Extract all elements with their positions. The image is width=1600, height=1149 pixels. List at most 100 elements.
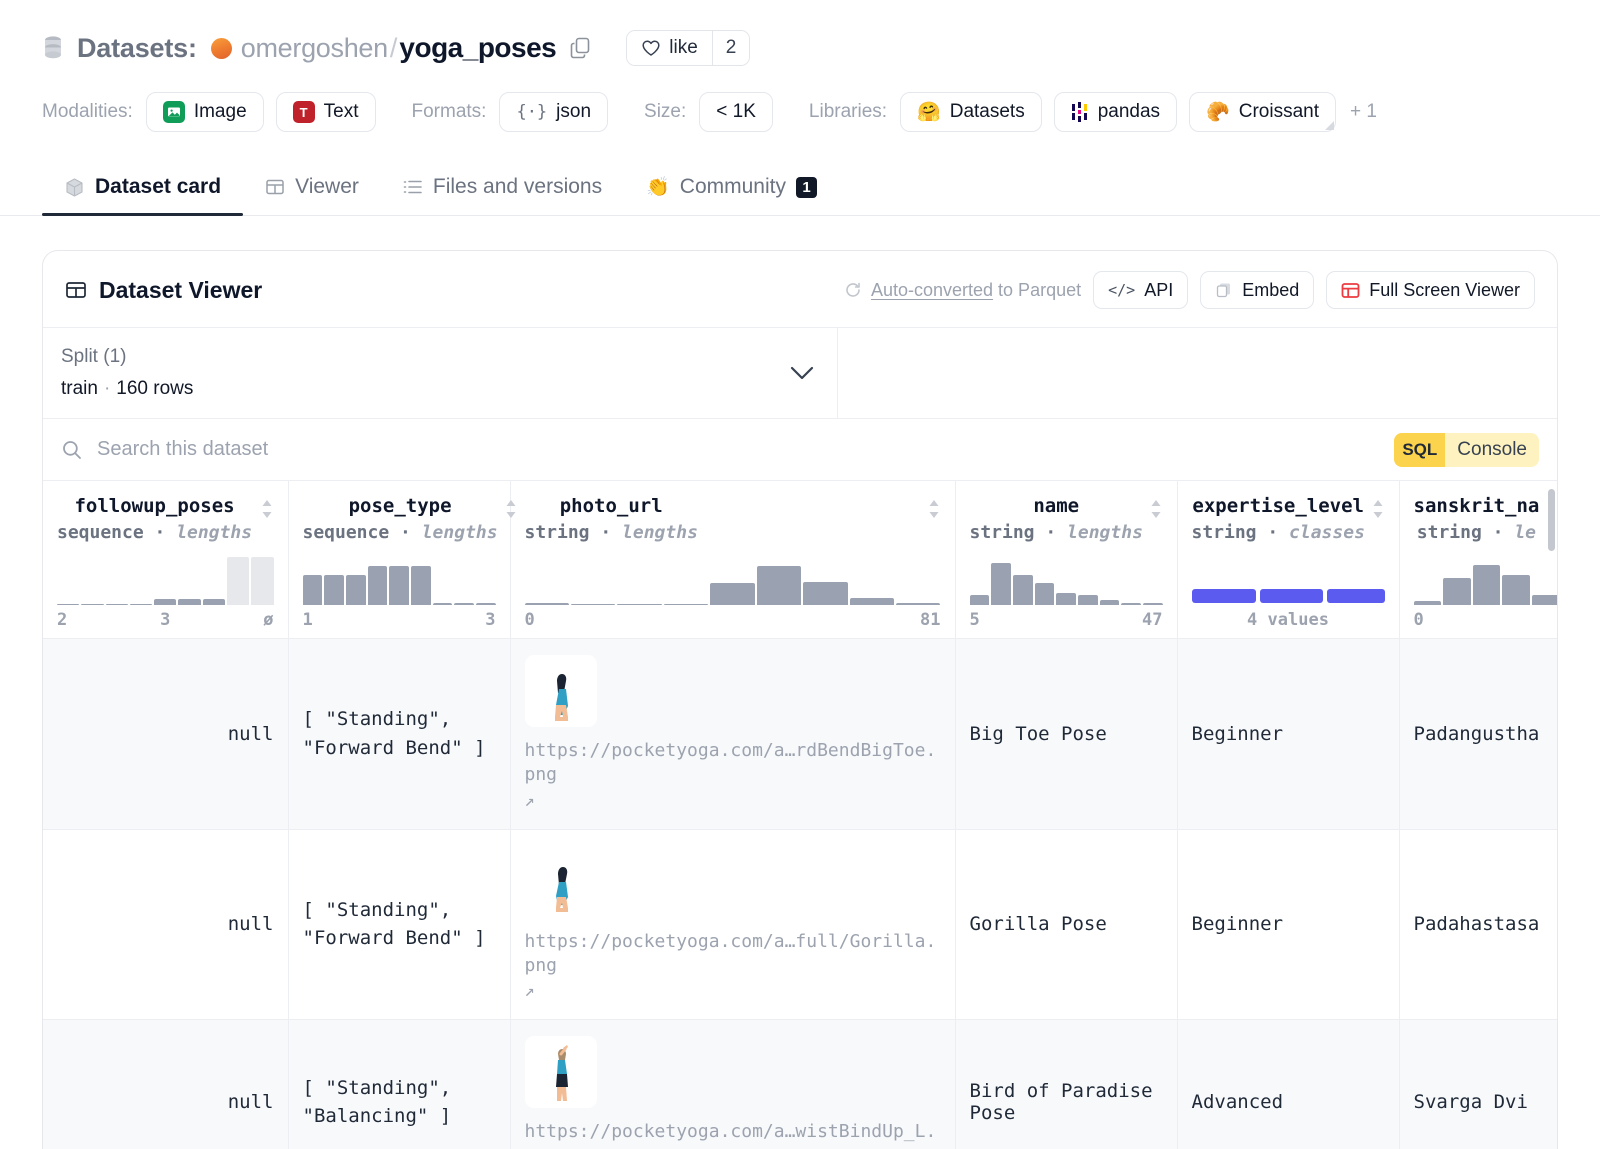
thumbnail-image[interactable] <box>524 655 597 727</box>
modalities-label: Modalities: <box>42 101 133 122</box>
cell-name: Bird of Paradise Pose <box>955 1019 1178 1149</box>
sql-console-button[interactable]: SQL Console <box>1394 432 1539 467</box>
library-pandas-pill[interactable]: pandas <box>1053 92 1178 132</box>
tab-community[interactable]: 👏 Community 1 <box>624 175 839 215</box>
cell-photo-url: https://pocketyoga.com/a…rdBendBigToe.pn… <box>510 638 956 830</box>
sort-icon-pose-type[interactable] <box>504 498 518 520</box>
cell-name: Big Toe Pose <box>955 638 1178 830</box>
axis-max-name: 47 <box>1142 610 1163 630</box>
vertical-scrollbar[interactable] <box>1548 489 1555 551</box>
col-name-photo-url: photo_url <box>559 495 663 517</box>
search-input[interactable] <box>97 438 1395 461</box>
col-type-name: string · lengths <box>969 522 1143 543</box>
sort-icon-expertise-level[interactable] <box>1371 498 1385 520</box>
tab-files-and-versions[interactable]: Files and versions <box>381 175 624 215</box>
column-header-pose-type[interactable]: pose_type sequence · lengths <box>288 481 516 639</box>
histogram-axis-pose-type: 1 3 <box>303 610 496 630</box>
image-icon <box>162 101 185 123</box>
owner-name[interactable]: omergoshen <box>240 32 388 63</box>
size-label: Size: <box>644 101 687 122</box>
col-subtype-text-2: lengths <box>421 522 498 543</box>
table-header-row: followup_poses sequence · lengths <box>43 481 1557 639</box>
format-json-pill[interactable]: {·} json <box>499 92 609 132</box>
col-subtype-text-5: classes <box>1289 522 1365 543</box>
col-name-followup-poses: followup_poses <box>74 495 235 517</box>
like-group[interactable]: like 2 <box>626 30 751 66</box>
photo-url-value: https://pocketyoga.com/a…wistBindUp_L.pn… <box>524 1121 937 1149</box>
thumbnail-image[interactable] <box>524 1036 597 1109</box>
dataset-viewer-card: Dataset Viewer Auto-converted to Parquet… <box>42 250 1558 1149</box>
library-datasets-pill[interactable]: 🤗 Datasets <box>900 92 1042 132</box>
tab-dataset-card[interactable]: Dataset card <box>42 175 244 216</box>
split-selector[interactable]: Split (1) train · 160 rows <box>43 328 838 418</box>
split-name: train <box>61 378 98 399</box>
table-row[interactable]: null [ "Standing", "Balancing" ] https:/… <box>43 1019 1557 1149</box>
repo-name[interactable]: yoga_poses <box>399 32 557 63</box>
col-type-text-6: string <box>1416 522 1482 543</box>
histogram-axis-name: 5 47 <box>970 610 1163 630</box>
tab-dataset-card-label: Dataset card <box>95 175 222 198</box>
col-subtype-text-6: le <box>1514 522 1537 543</box>
tab-viewer[interactable]: Viewer <box>243 175 381 215</box>
col-type-text-4: string <box>969 522 1035 543</box>
modality-text-pill[interactable]: T Text <box>275 92 376 132</box>
chevron-down-icon[interactable] <box>789 365 815 381</box>
viewer-actions: Auto-converted to Parquet </> API Embed … <box>844 271 1535 309</box>
cell-followup-poses: null <box>43 1019 289 1149</box>
cell-expertise-level: Beginner <box>1177 638 1400 830</box>
sort-icon-followup-poses[interactable] <box>260 498 274 520</box>
auto-converted-link[interactable]: Auto-converted <box>870 279 994 300</box>
cell-expertise-level: Beginner <box>1177 829 1400 1021</box>
photo-url-text[interactable]: https://pocketyoga.com/a…wistBindUp_L.pn… <box>525 1120 941 1149</box>
sort-icon-name[interactable] <box>1149 498 1163 520</box>
hugging-face-icon: 🤗 <box>917 101 941 123</box>
embed-button[interactable]: Embed <box>1200 271 1315 309</box>
search-field-group[interactable] <box>61 438 1395 461</box>
photo-url-text[interactable]: https://pocketyoga.com/a…rdBendBigToe.pn… <box>525 739 941 813</box>
cell-photo-url: https://pocketyoga.com/a…full/Gorilla.pn… <box>510 829 956 1021</box>
column-header-expertise-level[interactable]: expertise_level string · classes <box>1177 481 1400 639</box>
photo-url-text[interactable]: https://pocketyoga.com/a…full/Gorilla.pn… <box>525 930 941 1004</box>
class-count-label: 4 values <box>1247 610 1329 630</box>
col-type-followup-poses: sequence · lengths <box>57 522 253 543</box>
library-croissant-label: Croissant <box>1238 101 1319 122</box>
api-button[interactable]: </> API <box>1093 271 1189 309</box>
split-title: Split (1) <box>61 346 127 367</box>
auto-converted-note[interactable]: Auto-converted to Parquet <box>844 280 1081 301</box>
full-screen-viewer-button[interactable]: Full Screen Viewer <box>1326 271 1535 309</box>
table-row[interactable]: null [ "Standing", "Forward Bend" ] http… <box>43 638 1557 830</box>
copy-icon[interactable] <box>570 36 592 60</box>
column-header-sanskrit-name[interactable]: sanskrit_na string · le <box>1399 481 1557 639</box>
auto-converted-rest: to Parquet <box>993 279 1082 300</box>
modality-image-pill[interactable]: Image <box>145 92 264 132</box>
class-bar-expertise-level <box>1191 589 1385 603</box>
table-scroll-area[interactable]: followup_poses sequence · lengths <box>43 481 1557 1149</box>
libraries-more[interactable]: + 1 <box>1347 92 1379 132</box>
library-croissant-pill[interactable]: 🥐 Croissant <box>1189 92 1336 132</box>
viewer-title: Dataset Viewer <box>99 276 263 303</box>
col-subtype-text-3: lengths <box>622 522 698 543</box>
axis-min-followup: 2 <box>57 610 68 630</box>
axis-min-name: 5 <box>969 610 980 630</box>
library-datasets-label: Datasets <box>949 101 1025 122</box>
like-count: 2 <box>711 31 750 65</box>
croissant-icon: 🥐 <box>1206 101 1230 123</box>
size-pill[interactable]: < 1K <box>699 92 773 132</box>
column-header-name[interactable]: name string · lengths <box>955 481 1178 639</box>
search-row: SQL Console <box>43 419 1557 481</box>
column-header-photo-url[interactable]: photo_url string · lengths <box>510 481 956 639</box>
column-header-followup-poses[interactable]: followup_poses sequence · lengths <box>43 481 289 639</box>
col-type-text: sequence <box>57 522 144 543</box>
axis-min-pose-type: 1 <box>302 610 313 630</box>
thumbnail-image[interactable] <box>524 845 597 918</box>
table-row[interactable]: null [ "Standing", "Forward Bend" ] http… <box>43 829 1557 1021</box>
fullscreen-grid-icon <box>1341 281 1360 300</box>
embed-label: Embed <box>1242 279 1300 300</box>
split-rows: 160 rows <box>116 378 194 399</box>
axis-min-photo-url: 0 <box>524 610 535 630</box>
tab-files-label: Files and versions <box>432 175 603 198</box>
text-icon: T <box>292 101 315 123</box>
sort-icon-photo-url[interactable] <box>927 498 941 520</box>
axis-max-photo-url: 81 <box>920 610 941 630</box>
like-button[interactable]: like <box>627 31 712 65</box>
